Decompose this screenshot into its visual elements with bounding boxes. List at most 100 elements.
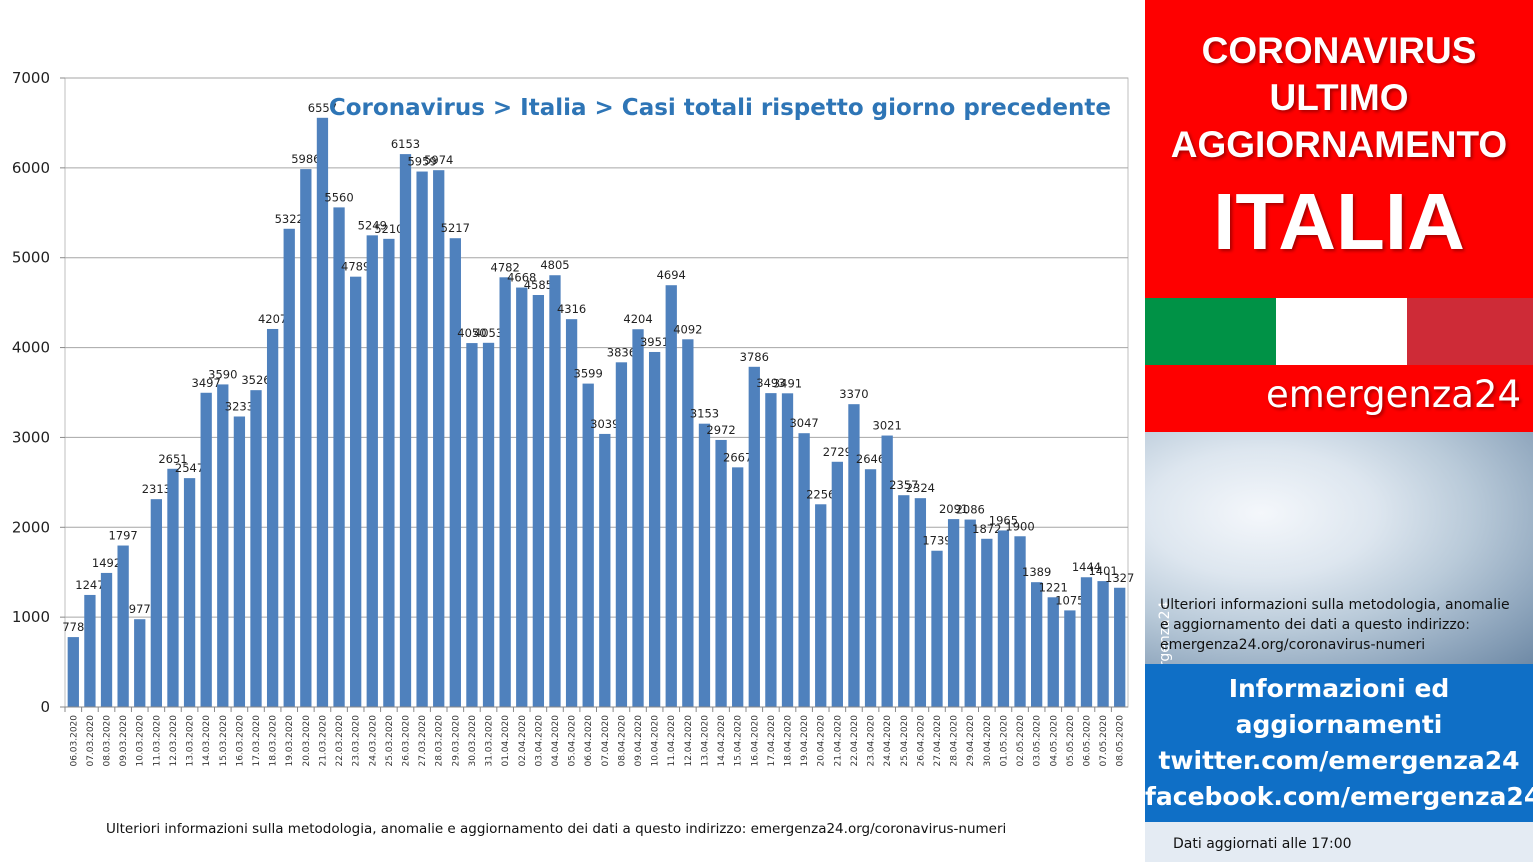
y-tick-label: 4000	[12, 339, 50, 357]
bar	[765, 393, 777, 707]
y-tick-label: 0	[40, 698, 50, 716]
bar	[665, 285, 677, 707]
bar	[798, 433, 810, 707]
info-panel: Informazioni ed aggiornamenti twitter.co…	[1145, 664, 1533, 822]
bar	[582, 383, 594, 707]
bar	[316, 117, 329, 708]
x-tick-label: 10.03.2020	[136, 715, 146, 767]
bar	[732, 467, 744, 707]
headline-banner: CORONAVIRUS ULTIMO AGGIORNAMENTO ITALIA	[1145, 0, 1533, 298]
data-label: 3599	[574, 367, 603, 381]
data-label: 5217	[441, 221, 470, 235]
x-tick-label: 13.04.2020	[700, 715, 710, 767]
bar	[250, 390, 262, 707]
bar	[466, 343, 478, 707]
bar	[183, 478, 196, 707]
bar	[781, 393, 794, 707]
x-tick-label: 18.04.2020	[784, 715, 794, 767]
data-label: 5986	[291, 152, 320, 166]
twitter-link[interactable]: twitter.com/emergenza24	[1158, 746, 1520, 775]
bar	[997, 530, 1010, 707]
x-tick-label: 21.04.2020	[833, 715, 843, 767]
bar	[831, 461, 843, 707]
x-tick-label: 30.04.2020	[983, 715, 993, 767]
data-label: 4204	[623, 312, 652, 326]
bar	[516, 287, 528, 707]
bar	[449, 238, 461, 708]
y-tick-label: 6000	[12, 159, 50, 177]
x-tick-label: 31.03.2020	[485, 715, 495, 767]
banner-line-ultimo: ULTIMO	[1269, 77, 1409, 118]
chart-area: 0 1000 2000 3000 4000 5000 6000 7000 778 06.03.20…	[12, 69, 1135, 837]
data-label: 1492	[92, 556, 121, 570]
x-tick-label: 17.03.2020	[252, 715, 262, 767]
photo-note-line: emergenza24.org/coronavirus-numeri	[1160, 637, 1426, 653]
bar	[1080, 577, 1093, 707]
y-tick-label: 7000	[12, 69, 50, 87]
x-tick-label: 21.03.2020	[318, 715, 328, 767]
bar	[266, 328, 279, 707]
flag-red-band	[1407, 298, 1533, 365]
data-label: 6557	[308, 101, 337, 115]
bar	[100, 572, 113, 707]
brand-bar: emergenza24	[1145, 365, 1533, 432]
bar	[715, 439, 727, 707]
data-label: 1075	[1055, 593, 1084, 607]
y-tick-label: 2000	[12, 518, 50, 536]
data-label: 1327	[1105, 571, 1134, 585]
facebook-link[interactable]: facebook.com/emergenza24	[1145, 782, 1533, 811]
data-label: 977	[129, 602, 151, 616]
data-label: 6153	[391, 137, 420, 151]
x-tick-label: 23.03.2020	[352, 715, 362, 767]
data-label: 3491	[773, 376, 802, 390]
x-tick-label: 24.03.2020	[368, 715, 378, 767]
x-tick-label: 20.03.2020	[302, 715, 312, 767]
data-label: 5249	[358, 218, 387, 232]
x-tick-label: 07.04.2020	[601, 715, 611, 767]
x-tick-label: 19.03.2020	[285, 715, 295, 767]
x-tick-label: 19.04.2020	[800, 715, 810, 767]
data-label: 3497	[192, 376, 221, 390]
x-tick-label: 10.04.2020	[651, 715, 661, 767]
data-label: 3233	[225, 399, 254, 413]
chart-title: Coronavirus > Italia > Casi totali rispe…	[329, 95, 1111, 121]
bar	[482, 342, 495, 707]
x-tick-label: 22.04.2020	[850, 715, 860, 767]
y-tick-label: 3000	[12, 428, 50, 446]
x-tick-label: 26.03.2020	[401, 715, 411, 767]
data-label: 1389	[1022, 565, 1051, 579]
data-label: 1247	[75, 578, 104, 592]
data-label: 5974	[424, 153, 453, 167]
data-label: 4782	[491, 260, 520, 274]
data-label: 4053	[474, 326, 503, 340]
data-label: 4668	[507, 271, 536, 285]
data-label: 1872	[972, 522, 1001, 536]
bar	[698, 423, 711, 707]
data-label: 2324	[906, 481, 935, 495]
bar	[433, 170, 445, 708]
data-label: 1401	[1088, 564, 1117, 578]
x-tick-label: 12.03.2020	[169, 715, 179, 767]
data-label: 1444	[1072, 560, 1101, 574]
data-label: 2256	[806, 487, 835, 501]
data-label: 2091	[939, 502, 968, 516]
x-tick-label: 04.05.2020	[1049, 715, 1059, 767]
flag-white-band	[1276, 298, 1407, 365]
x-tick-label: 24.04.2020	[883, 715, 893, 767]
x-tick-label: 14.03.2020	[202, 715, 212, 767]
data-label: 2729	[823, 445, 852, 459]
bar	[333, 207, 345, 707]
bar	[200, 392, 212, 707]
sidebar: CORONAVIRUS ULTIMO AGGIORNAMENTO ITALIA …	[1145, 0, 1533, 862]
data-label: 4316	[557, 302, 586, 316]
flag-green-band	[1145, 298, 1276, 365]
bar	[1097, 581, 1109, 707]
bar	[217, 384, 229, 707]
data-label: 2357	[889, 478, 918, 492]
x-tick-label: 02.04.2020	[518, 715, 528, 767]
data-label: 3370	[839, 387, 868, 401]
data-label: 5560	[324, 190, 353, 204]
x-tick-label: 28.04.2020	[950, 715, 960, 767]
photo-note-line: Ulteriori informazioni sulla metodologia…	[1160, 597, 1510, 613]
bar	[914, 498, 927, 707]
